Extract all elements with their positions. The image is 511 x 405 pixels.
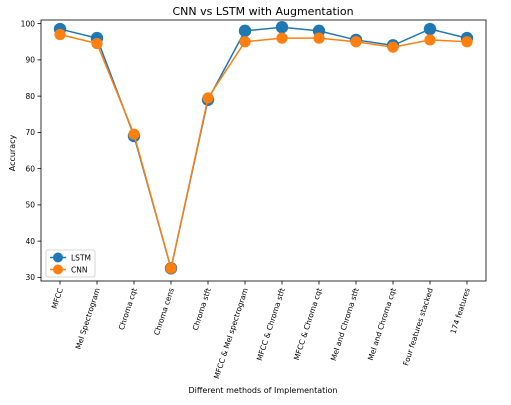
y-tick-label: 40 bbox=[25, 237, 35, 246]
y-axis: 30 40 50 60 70 80 90 100 bbox=[21, 19, 41, 282]
x-tick-label: MFCC & Mel spectrogram bbox=[212, 287, 250, 380]
x-axis: MFCC Mel Spectrogram Chroma cqt Chroma cens… bbox=[50, 281, 472, 380]
legend-item-cnn: CNN bbox=[50, 264, 87, 275]
y-tick-label: 30 bbox=[25, 273, 35, 282]
data-point-cnn bbox=[276, 32, 288, 44]
data-point-cnn bbox=[350, 36, 362, 48]
y-tick-label: 80 bbox=[25, 92, 35, 101]
x-tick-label: Four features stacked bbox=[401, 287, 435, 367]
x-tick-label: 174 features bbox=[449, 287, 472, 335]
data-point-cnn bbox=[91, 37, 103, 50]
y-tick-label: 60 bbox=[25, 164, 35, 173]
legend-label: CNN bbox=[71, 265, 87, 274]
y-axis-label: Accuracy bbox=[8, 134, 17, 171]
x-tick-label: Mel and Chroma stft bbox=[329, 287, 361, 362]
data-point-cnn bbox=[387, 41, 399, 53]
x-tick-label: MFCC & Chroma cqt bbox=[292, 287, 324, 362]
legend: LSTM CNN bbox=[45, 249, 96, 278]
legend-marker bbox=[53, 252, 63, 263]
legend-label: LSTM bbox=[71, 253, 91, 262]
x-tick-label: Chroma cens bbox=[152, 287, 176, 337]
data-point-cnn bbox=[239, 36, 251, 48]
series-cnn bbox=[54, 28, 473, 274]
data-point-cnn bbox=[461, 36, 473, 48]
data-point-lstm bbox=[423, 22, 437, 36]
x-tick-label: Chroma cqt bbox=[117, 287, 139, 331]
legend-marker bbox=[53, 264, 63, 275]
x-tick-label: MFCC bbox=[50, 287, 65, 310]
x-tick-label: Mel and Chroma cqt bbox=[366, 287, 398, 362]
data-point-cnn bbox=[202, 92, 214, 104]
plot-area bbox=[40, 19, 487, 282]
x-axis-label: Different methods of Implementation bbox=[189, 386, 338, 395]
series-lstm bbox=[53, 21, 474, 275]
data-point-lstm bbox=[238, 24, 252, 38]
x-tick-label: Mel Spectrogram bbox=[74, 287, 102, 351]
series-line-lstm bbox=[59, 26, 468, 269]
x-tick-label: MFCC & Chroma stft bbox=[255, 287, 287, 362]
y-tick-label: 50 bbox=[25, 201, 35, 210]
y-tick-label: 100 bbox=[21, 19, 36, 28]
y-tick-label: 90 bbox=[25, 56, 35, 65]
chart-title: CNN vs LSTM with Augmentation bbox=[172, 5, 353, 18]
x-tick-label: Chroma stft bbox=[191, 287, 213, 332]
data-point-cnn bbox=[54, 28, 66, 41]
data-point-cnn bbox=[165, 262, 177, 274]
legend-item-lstm: LSTM bbox=[50, 252, 91, 263]
data-point-cnn bbox=[128, 128, 140, 140]
series-line-cnn bbox=[59, 33, 468, 269]
data-point-cnn bbox=[424, 34, 436, 46]
data-point-cnn bbox=[313, 32, 325, 44]
series-layer bbox=[53, 21, 474, 275]
data-point-lstm bbox=[275, 21, 289, 34]
y-tick-label: 70 bbox=[25, 128, 35, 137]
plot-frame bbox=[40, 19, 487, 282]
